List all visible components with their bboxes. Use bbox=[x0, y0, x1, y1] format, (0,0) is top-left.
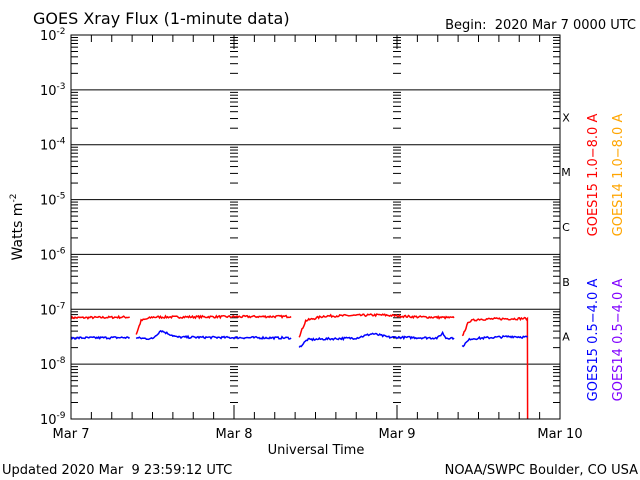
svg-text:Watts m-2: Watts m-2 bbox=[9, 194, 26, 261]
y-tick-label: 10-6 bbox=[40, 246, 66, 263]
series-line bbox=[461, 334, 528, 348]
y-tick-labels: 10-2 10-3 10-4 10-5 10-6 10-7 10-8 10-9 bbox=[40, 27, 66, 428]
y-tick-label: 10-8 bbox=[40, 356, 66, 373]
y-tick-label: 10-7 bbox=[40, 301, 66, 318]
y-axis-label-group: Watts m-2 bbox=[9, 194, 26, 261]
flare-class-label: A bbox=[562, 331, 570, 344]
y-axis-label-sup: -2 bbox=[9, 194, 19, 203]
series-line bbox=[135, 314, 292, 335]
begin-label: Begin: 2020 Mar 7 0000 UTC bbox=[445, 18, 636, 33]
flare-class-labels: X M C B A bbox=[561, 111, 571, 343]
source-label: NOAA/SWPC Boulder, CO USA bbox=[445, 463, 638, 478]
legend-entry: GOES14 1.0−8.0 A bbox=[611, 114, 626, 237]
axis-ticks bbox=[70, 35, 561, 419]
series-line bbox=[461, 316, 529, 420]
flare-class-label: M bbox=[561, 166, 571, 179]
y-tick-label: 10-4 bbox=[40, 137, 66, 154]
grid-lines bbox=[71, 89, 560, 365]
series-line bbox=[298, 330, 455, 348]
series-line bbox=[135, 329, 292, 341]
y-tick-label: 10-3 bbox=[40, 82, 66, 99]
flare-class-label: C bbox=[562, 221, 570, 234]
y-tick-label: 10-5 bbox=[40, 192, 66, 209]
flare-class-label: X bbox=[562, 111, 570, 124]
x-tick-label: Mar 9 bbox=[379, 427, 416, 442]
series-lines bbox=[70, 313, 529, 420]
plot-frame bbox=[70, 34, 561, 420]
legend: GOES15 1.0−8.0 A GOES14 1.0−8.0 A GOES15 0… bbox=[586, 114, 626, 402]
x-axis-label: Universal Time bbox=[268, 443, 365, 458]
flare-class-label: B bbox=[562, 276, 570, 289]
x-tick-labels: Mar 7 Mar 8 Mar 9 Mar 10 bbox=[53, 427, 583, 442]
x-tick-label: Mar 7 bbox=[53, 427, 90, 442]
y-axis-label: Watts m bbox=[10, 203, 26, 261]
series-line bbox=[298, 313, 455, 338]
legend-entry: GOES14 0.5−4.0 A bbox=[611, 279, 626, 402]
x-tick-label: Mar 10 bbox=[537, 427, 582, 442]
y-tick-label: 10-9 bbox=[40, 411, 66, 428]
legend-entry: GOES15 0.5−4.0 A bbox=[586, 279, 601, 402]
x-tick-label: Mar 8 bbox=[216, 427, 253, 442]
updated-timestamp: Updated 2020 Mar 9 23:59:12 UTC bbox=[2, 463, 232, 478]
y-tick-label: 10-2 bbox=[40, 27, 66, 44]
series-line bbox=[70, 335, 130, 340]
series-line bbox=[70, 314, 130, 320]
chart-title: GOES Xray Flux (1-minute data) bbox=[33, 9, 290, 28]
legend-entry: GOES15 1.0−8.0 A bbox=[586, 114, 601, 237]
